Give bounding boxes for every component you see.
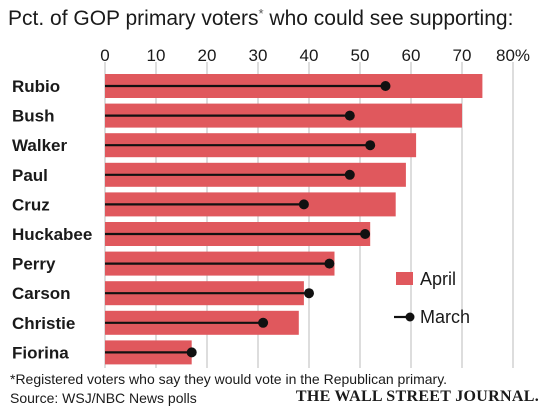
x-axis-ticks: 0 10 20 30 40 50 60 70 80% — [100, 46, 530, 65]
category-labels: Rubio Bush Walker Paul Cruz Huckabee Perry Cars… — [12, 77, 92, 362]
category-label: Fiorina — [12, 343, 69, 362]
category-label: Rubio — [12, 77, 60, 96]
category-label: Carson — [12, 284, 71, 303]
x-tick-label: 0 — [100, 46, 109, 65]
markers-march — [105, 81, 391, 358]
dot-march — [324, 258, 335, 269]
dot-march — [258, 317, 269, 328]
source-note: Source: WSJ/NBC News polls — [10, 390, 197, 406]
publisher-logo: THE WALL STREET JOURNAL. — [295, 388, 539, 405]
category-label: Paul — [12, 166, 48, 185]
category-label: Walker — [12, 136, 68, 155]
x-tick-label: 30 — [249, 46, 268, 65]
x-tick-label: 70 — [453, 46, 472, 65]
title-asterisk: * — [258, 6, 264, 21]
category-label: Christie — [12, 314, 75, 333]
category-label: Perry — [12, 255, 56, 274]
dot-march — [380, 81, 391, 91]
dot-march — [344, 169, 355, 180]
x-tick-label: 60 — [402, 46, 421, 65]
dot-march — [298, 199, 309, 210]
x-tick-label: 10 — [147, 46, 166, 65]
legend-swatch-april — [396, 272, 413, 285]
legend-label-april: April — [420, 269, 456, 289]
x-tick-label: 80% — [496, 46, 530, 65]
dot-march — [344, 110, 355, 121]
footnote: *Registered voters who say they would vo… — [10, 371, 448, 387]
x-tick-label: 50 — [351, 46, 370, 65]
title-main: Pct. of GOP primary voters — [8, 7, 259, 30]
legend-dot-march — [405, 312, 415, 322]
dot-march — [304, 288, 314, 299]
title-rest: who could see supporting: — [263, 7, 514, 30]
dot-march — [365, 140, 376, 151]
legend-label-march: March — [420, 307, 470, 327]
bars-april — [105, 74, 483, 365]
category-label: Bush — [12, 107, 55, 126]
legend: April March — [394, 269, 470, 327]
dot-march — [360, 229, 371, 239]
category-label: Cruz — [12, 195, 50, 214]
chart-title: Pct. of GOP primary voters* who could se… — [8, 6, 513, 31]
dot-march — [186, 347, 197, 358]
x-tick-label: 40 — [300, 46, 319, 65]
x-tick-label: 20 — [198, 46, 217, 65]
category-label: Huckabee — [12, 225, 92, 244]
